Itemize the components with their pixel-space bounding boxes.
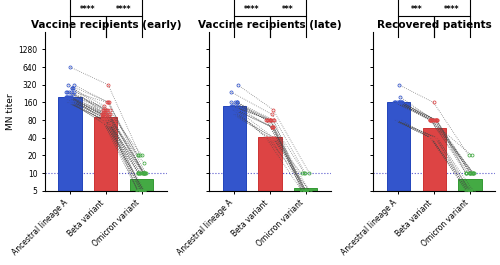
Bar [458,179,481,191]
Bar [258,136,281,191]
Title: Vaccine recipients (late): Vaccine recipients (late) [198,20,342,30]
Bar [222,106,246,191]
Title: Vaccine recipients (early): Vaccine recipients (early) [30,20,181,30]
Text: ****: **** [116,5,132,14]
Bar [58,97,82,191]
Bar [294,188,318,191]
Bar [387,103,410,191]
Text: ****: **** [444,5,460,14]
Title: Recovered patients: Recovered patients [377,20,492,30]
Text: ****: **** [80,5,96,14]
Text: ***: *** [410,5,422,14]
Bar [130,179,153,191]
Y-axis label: MN titer: MN titer [6,93,16,130]
Bar [94,117,118,191]
Text: ***: *** [282,5,294,14]
Text: ****: **** [244,5,260,14]
Bar [422,128,446,191]
